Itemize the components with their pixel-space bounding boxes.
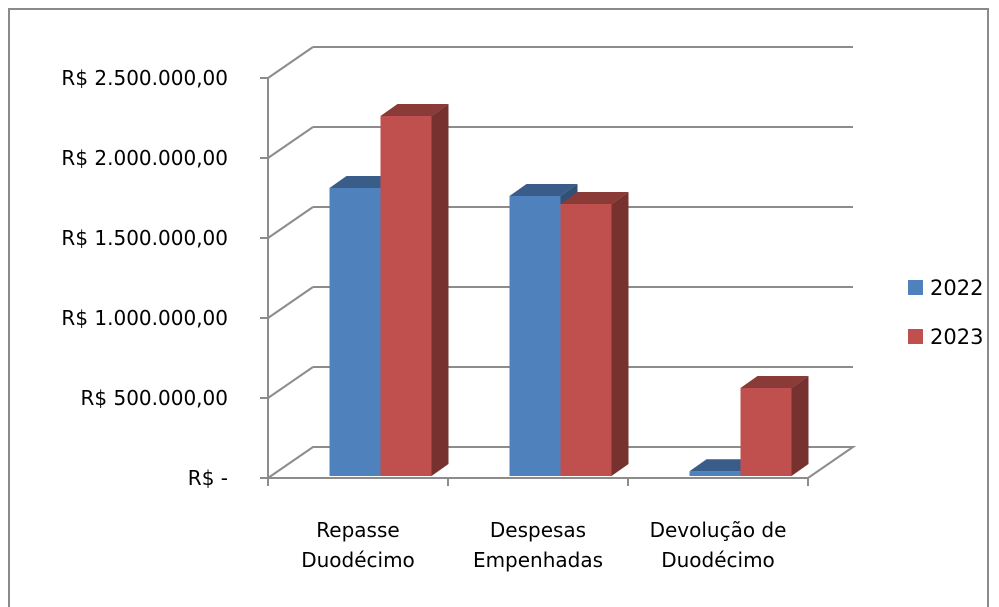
x-category-label-line: Empenhadas bbox=[473, 548, 603, 572]
bar-2023-side bbox=[611, 192, 629, 476]
x-category-label-line: Duodécimo bbox=[661, 548, 775, 572]
bar-2022-top bbox=[509, 184, 578, 196]
bar-2023-side bbox=[791, 376, 809, 476]
bar-2023-front bbox=[740, 388, 792, 476]
gridline-side bbox=[267, 126, 314, 159]
gridline-side bbox=[267, 206, 314, 239]
x-category-label-line: Repasse bbox=[316, 518, 399, 542]
bar-2022-front bbox=[329, 188, 381, 476]
x-category-label: Repasse Duodécimo bbox=[301, 518, 415, 572]
bar-2023-side bbox=[431, 104, 449, 476]
x-category-label-line: Despesas bbox=[490, 518, 586, 542]
bar-2023-top bbox=[740, 376, 809, 388]
y-tick-label: R$ 1.000.000,00 bbox=[61, 306, 228, 330]
y-tick-label: R$ 500.000,00 bbox=[81, 386, 229, 410]
legend-swatch-2023 bbox=[908, 329, 923, 344]
bar-2023-top bbox=[380, 104, 449, 116]
x-category-label: Devolução de Duodécimo bbox=[650, 518, 787, 572]
y-tick-label: R$ 2.000.000,00 bbox=[61, 146, 228, 170]
x-category-label: Despesas Empenhadas bbox=[473, 518, 603, 572]
bar-2023-front bbox=[560, 204, 612, 476]
legend-swatch-2022 bbox=[908, 280, 923, 295]
bar-2022-front bbox=[509, 196, 561, 476]
bar-2022-front bbox=[689, 471, 741, 476]
bar-2023-top bbox=[560, 192, 629, 204]
x-category-label-line: Duodécimo bbox=[301, 548, 415, 572]
gridline-side bbox=[267, 366, 314, 399]
y-tick-label: R$ 2.500.000,00 bbox=[61, 66, 228, 90]
gridline-side bbox=[267, 46, 314, 79]
legend-label-2022: 2022 bbox=[930, 276, 983, 300]
legend-label-2023: 2023 bbox=[930, 325, 983, 349]
gridline-side bbox=[267, 286, 314, 319]
y-tick-label: R$ - bbox=[188, 466, 228, 490]
chart-frame bbox=[8, 8, 989, 607]
x-category-label-line: Devolução de bbox=[650, 518, 787, 542]
bar-2023-front bbox=[380, 116, 432, 476]
y-tick-label: R$ 1.500.000,00 bbox=[61, 226, 228, 250]
